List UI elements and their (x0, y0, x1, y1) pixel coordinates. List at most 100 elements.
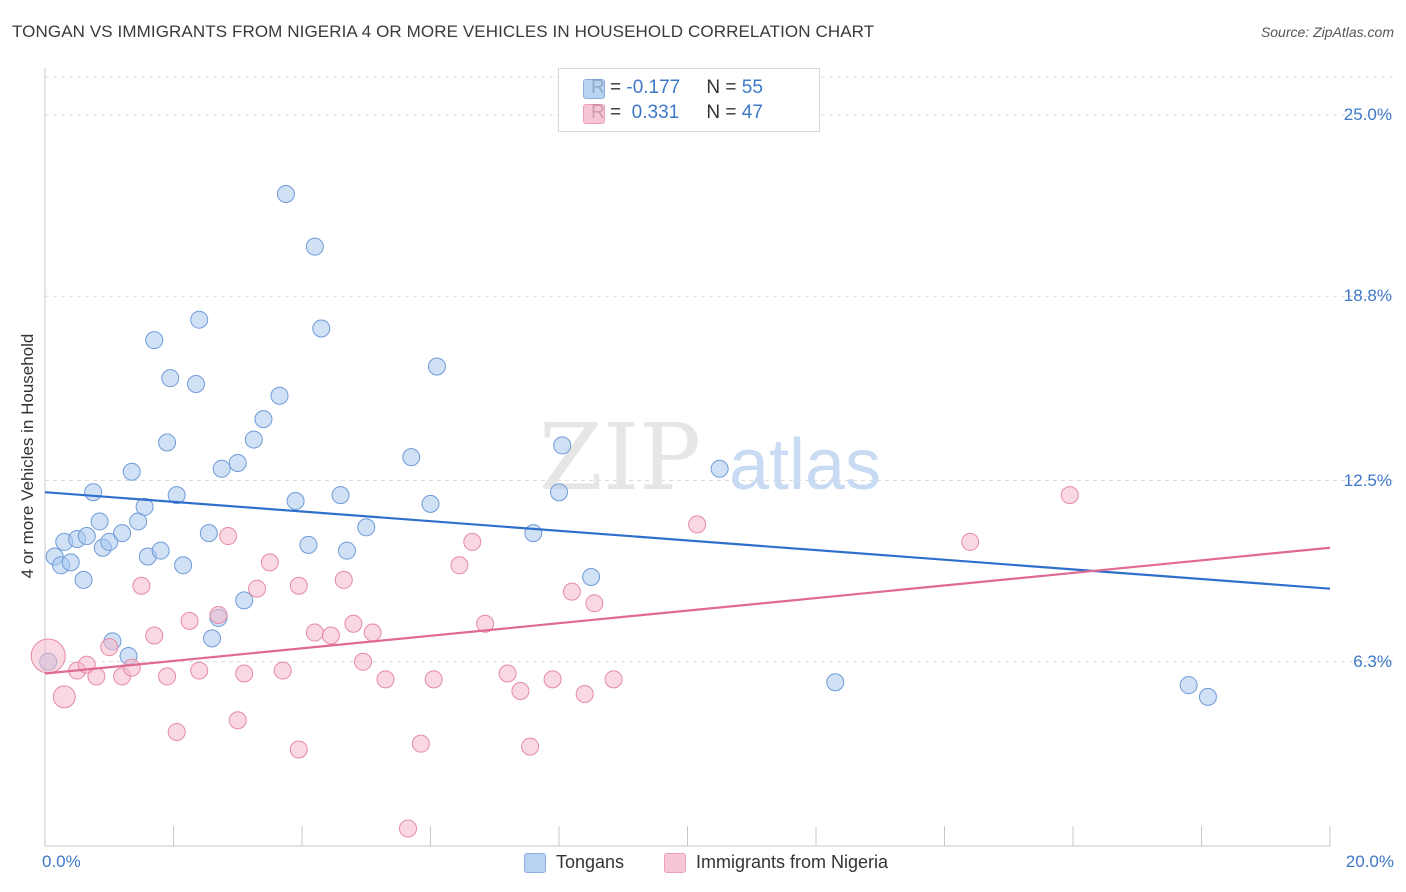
tongan-point (190, 310, 209, 329)
tongan-point (212, 459, 231, 478)
nigeria-point (399, 819, 418, 838)
tongan-point (276, 184, 295, 203)
tongan-point (145, 331, 164, 350)
tongan-point (161, 369, 180, 388)
tongan-trend-line (44, 491, 1331, 590)
tongan-point (135, 497, 154, 516)
nigeria-point (424, 670, 443, 689)
tongan-point (312, 319, 331, 338)
tongan-point (286, 491, 305, 510)
legend-item-tongans[interactable]: Tongans (524, 852, 624, 873)
nigeria-point (450, 556, 469, 575)
tongan-point (331, 486, 350, 505)
tongan-point (1198, 687, 1217, 706)
nigeria-point (521, 737, 540, 756)
tongan-point (203, 629, 222, 648)
legend-row-tongans: R = -0.177 N = 55 (583, 76, 763, 100)
nigeria-point (100, 638, 119, 657)
nigeria-point (604, 670, 623, 689)
tongan-point (244, 430, 263, 449)
tongan-point (254, 410, 273, 429)
nigeria-point (132, 576, 151, 595)
nigeria-point (209, 606, 228, 625)
tongan-point (228, 453, 247, 472)
tongan-point (826, 673, 845, 692)
correlation-legend: R = -0.177 N = 55 R = 0.331 N = 47 (558, 68, 820, 132)
nigeria-point (235, 664, 254, 683)
tongan-point (113, 524, 132, 543)
axes (44, 68, 1331, 847)
series-nigeria (30, 486, 1079, 838)
tongan-point (337, 541, 356, 560)
nigeria-point (145, 626, 164, 645)
nigeria-point (228, 711, 247, 730)
tongan-point (582, 567, 601, 586)
tongan-point (100, 532, 119, 551)
nigeria-point (585, 594, 604, 613)
nigeria-point (248, 579, 267, 598)
nigeria-point (575, 684, 594, 703)
nigeria-point (961, 532, 980, 551)
nigeria-point (411, 734, 430, 753)
nigeria-point (30, 638, 66, 674)
trend-lines (44, 491, 1331, 675)
nigeria-point (52, 685, 76, 709)
r-value: 0.331 (626, 102, 680, 123)
nigeria-point (562, 582, 581, 601)
n-value: 47 (741, 102, 763, 123)
nigeria-point (158, 667, 177, 686)
tongan-point (186, 375, 205, 394)
nigeria-point (260, 553, 279, 572)
nigeria-point (273, 661, 292, 680)
tongan-point (90, 512, 109, 531)
legend-swatch-nigeria (583, 104, 605, 124)
r-value: -0.177 (626, 77, 681, 98)
tongan-point (1179, 676, 1198, 695)
tongan-point (167, 486, 186, 505)
x-tick-label: 0.0% (42, 852, 81, 871)
legend-swatch-tongans (524, 852, 546, 873)
nigeria-point (376, 670, 395, 689)
nigeria-point (87, 667, 106, 686)
y-tick-label: 12.5% (1343, 470, 1392, 490)
nigeria-point (688, 515, 707, 534)
nigeria-point (321, 626, 340, 645)
series-legend: Tongans Immigrants from Nigeria (0, 852, 1406, 876)
tongan-point (74, 570, 93, 589)
tongan-point (122, 462, 141, 481)
nigeria-point (463, 532, 482, 551)
tongan-point (305, 237, 324, 256)
tongan-point (524, 524, 543, 543)
legend-label: Tongans (556, 852, 625, 872)
legend-row-nigeria: R = 0.331 N = 47 (583, 101, 763, 125)
legend-item-nigeria[interactable]: Immigrants from Nigeria (664, 852, 888, 873)
nigeria-point (180, 611, 199, 630)
tongan-point (151, 541, 170, 560)
nigeria-point (167, 722, 186, 741)
tongan-point (710, 459, 729, 478)
tongan-point (553, 436, 572, 455)
tongan-point (235, 591, 254, 610)
nigeria-point (219, 527, 238, 546)
y-tick-label: 6.3% (1353, 651, 1392, 671)
tongan-point (357, 518, 376, 537)
y-tick-label: 25.0% (1343, 105, 1392, 124)
nigeria-point (122, 658, 141, 677)
n-value: 55 (741, 77, 763, 98)
n-label: N = (706, 77, 742, 98)
watermark: ZIP atlas (539, 404, 881, 511)
grid-lines (45, 76, 1395, 663)
tongan-point (402, 448, 421, 467)
tongan-point (299, 535, 318, 554)
nigeria-point (1060, 486, 1079, 505)
tongan-point (550, 483, 568, 502)
nigeria-point (334, 570, 353, 589)
x-tick-label: 20.0% (1345, 852, 1394, 871)
tongan-point (84, 483, 103, 502)
chart-title: TONGAN VS IMMIGRANTS FROM NIGERIA 4 OR M… (12, 22, 875, 41)
nigeria-point (476, 614, 495, 633)
nigeria-point (289, 740, 308, 759)
watermark-atlas: atlas (729, 425, 881, 505)
tongan-point (199, 524, 218, 543)
nigeria-trend-line (44, 546, 1331, 675)
